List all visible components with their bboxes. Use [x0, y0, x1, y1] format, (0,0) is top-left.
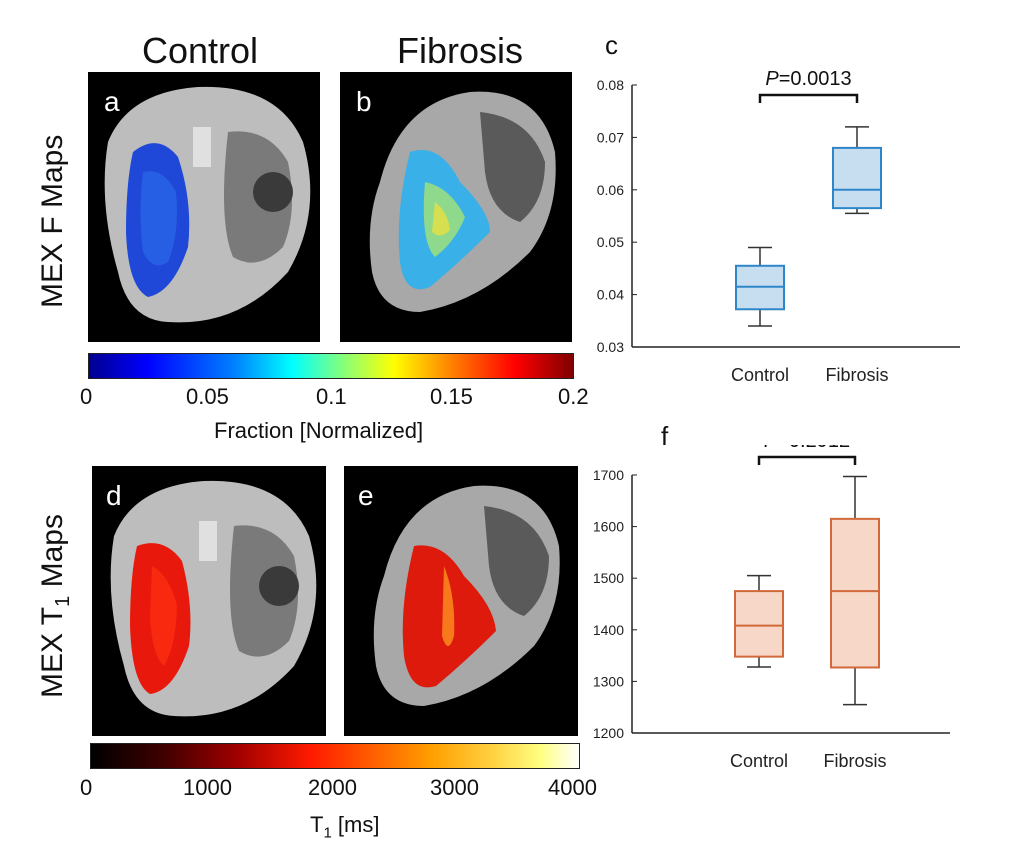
f-boxplot-chart: 0.030.040.050.060.070.08F [Normalized]Co…	[597, 68, 960, 385]
y-tick-label: 0.06	[597, 182, 624, 198]
t1-colorbar-tick: 0	[80, 775, 93, 800]
panel-letter-d: d	[106, 480, 122, 511]
t1-colorbar-tick: 2000	[308, 775, 357, 800]
y-tick-label: 1600	[593, 519, 624, 535]
f-map-control-image: a	[88, 72, 320, 342]
box-fibrosis	[832, 146, 882, 210]
y-tick-label: 1200	[593, 725, 624, 741]
panel-letter-e: e	[358, 480, 374, 511]
significance-bracket	[757, 455, 857, 465]
panel-letter-c: c	[605, 30, 618, 60]
box-control	[734, 590, 784, 658]
row-title-f-maps: MEX F Maps	[36, 134, 69, 308]
y-tick-label: 1400	[593, 622, 624, 638]
column-title-control: Control	[142, 30, 259, 71]
t1-map-control-image: d	[92, 466, 326, 736]
t1-colorbar-tick: 1000	[183, 775, 232, 800]
x-tick-label: Fibrosis	[825, 365, 888, 385]
x-tick-label: Control	[730, 751, 788, 771]
f-colorbar-label: Fraction [Normalized]	[214, 418, 424, 443]
f-colorbar-tick: 0.2	[558, 384, 589, 409]
panel-letter-b: b	[356, 86, 372, 117]
t1-colorbar-label: T1 [ms]	[310, 812, 380, 842]
f-colorbar-tick: 0.1	[316, 384, 347, 409]
p-value-annotation: P=0.2912	[764, 445, 850, 452]
row-title-t1-maps: MEX T1 Maps	[36, 514, 74, 698]
t1-colorbar-tick: 4000	[548, 775, 597, 800]
p-value-annotation: P=0.0013	[765, 68, 851, 90]
y-tick-label: 0.05	[597, 234, 624, 250]
f-colorbar-tick: 0	[80, 384, 93, 409]
column-title-fibrosis: Fibrosis	[397, 30, 524, 71]
t1-colorbar-tick: 3000	[430, 775, 479, 800]
y-tick-label: 1700	[593, 467, 624, 483]
y-tick-label: 1500	[593, 570, 624, 586]
y-tick-label: 0.03	[597, 339, 624, 355]
panel-letter-a: a	[104, 86, 120, 117]
significance-bracket	[758, 93, 859, 103]
x-tick-label: Fibrosis	[823, 751, 886, 771]
box-fibrosis	[830, 517, 880, 669]
y-tick-label: 1300	[593, 673, 624, 689]
y-tick-label: 0.04	[597, 287, 624, 303]
f-map-fibrosis-image: b	[340, 72, 572, 342]
panel-letter-f: f	[661, 421, 669, 451]
t1-map-fibrosis-image: e	[344, 466, 578, 736]
f-colorbar-tick: 0.05	[186, 384, 229, 409]
x-tick-label: Control	[731, 365, 789, 385]
y-tick-label: 0.07	[597, 129, 624, 145]
f-colorbar-tick: 0.15	[430, 384, 473, 409]
f-colorbar	[88, 353, 574, 379]
y-tick-label: 0.08	[597, 77, 624, 93]
t1-colorbar	[90, 743, 580, 769]
t1-boxplot-chart: 120013001400150016001700T1 [ms]ControlFi…	[593, 445, 950, 771]
